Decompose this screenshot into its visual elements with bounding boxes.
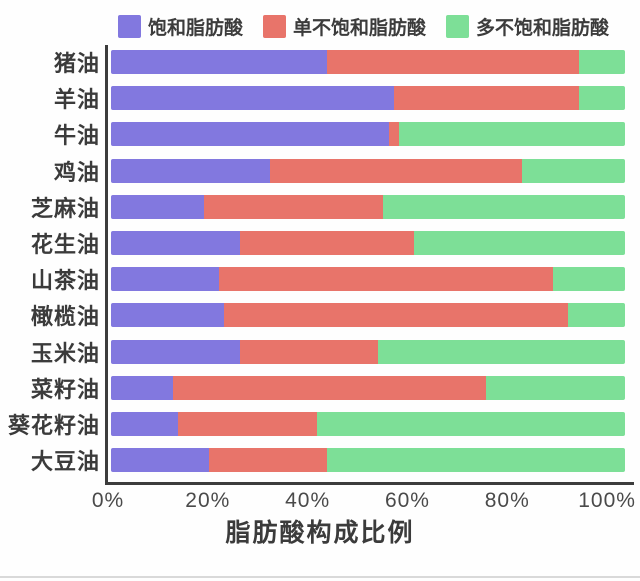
bar-row: 鸡油 bbox=[0, 153, 625, 189]
bar-row: 芝麻油 bbox=[0, 189, 625, 225]
bar-segment bbox=[111, 194, 204, 219]
bar-segment bbox=[218, 267, 554, 292]
stacked-bar bbox=[111, 267, 625, 292]
bar-segment bbox=[111, 375, 173, 400]
bar-row: 葵花籽油 bbox=[0, 406, 625, 442]
bar-segment bbox=[326, 50, 579, 75]
bar-segment bbox=[553, 267, 625, 292]
x-axis-line bbox=[105, 482, 634, 485]
bar-row: 菜籽油 bbox=[0, 370, 625, 406]
category-label: 橄榄油 bbox=[30, 304, 100, 330]
stacked-bar bbox=[111, 375, 625, 400]
category-label: 猪油 bbox=[53, 51, 100, 77]
x-axis-title: 脂肪酸构成比例 bbox=[225, 519, 415, 547]
category-label: 鸡油 bbox=[53, 159, 100, 185]
legend-swatch-icon bbox=[446, 15, 470, 38]
bar-segment bbox=[111, 122, 389, 147]
bar-segment bbox=[270, 158, 523, 183]
bar-row: 牛油 bbox=[0, 116, 625, 152]
bar-row: 橄榄油 bbox=[0, 297, 625, 333]
bar-segment bbox=[208, 448, 327, 473]
bar-segment bbox=[568, 303, 625, 328]
bar-row: 山茶油 bbox=[0, 261, 625, 297]
bar-rows: 猪油 羊油 牛油 鸡油 芝麻油 花生油 山茶油 bbox=[0, 44, 625, 478]
stacked-bar bbox=[111, 194, 625, 219]
bar-segment bbox=[578, 50, 625, 75]
legend-item: 多不饱和脂肪酸 bbox=[446, 13, 609, 40]
legend-item: 饱和脂肪酸 bbox=[118, 13, 243, 40]
stacked-bar bbox=[111, 50, 625, 75]
bar-segment bbox=[111, 158, 271, 183]
x-tick-label: 0% bbox=[91, 489, 125, 512]
bar-row: 玉米油 bbox=[0, 334, 625, 370]
bar-segment bbox=[326, 448, 625, 473]
legend-swatch-icon bbox=[118, 15, 141, 38]
bottom-divider bbox=[0, 576, 640, 578]
category-label: 山茶油 bbox=[30, 268, 100, 294]
bar-segment bbox=[316, 411, 625, 436]
category-label: 牛油 bbox=[53, 123, 100, 149]
category-label: 玉米油 bbox=[30, 340, 100, 366]
stacked-bar bbox=[111, 158, 625, 183]
bar-row: 猪油 bbox=[0, 44, 625, 80]
bar-segment bbox=[111, 339, 240, 364]
stacked-bar bbox=[111, 339, 625, 364]
category-label: 羊油 bbox=[53, 87, 100, 113]
legend-item: 单不饱和脂肪酸 bbox=[263, 13, 426, 40]
bar-segment bbox=[414, 231, 625, 256]
category-label: 芝麻油 bbox=[30, 195, 100, 221]
chart-legend: 饱和脂肪酸 单不饱和脂肪酸 多不饱和脂肪酸 bbox=[118, 13, 640, 40]
category-label: 花生油 bbox=[30, 232, 100, 258]
bar-segment bbox=[398, 122, 625, 147]
bar-segment bbox=[111, 86, 394, 111]
x-tick-label: 20% bbox=[185, 489, 231, 512]
bar-segment bbox=[172, 375, 487, 400]
x-tick-label: 80% bbox=[484, 489, 530, 512]
stacked-bar bbox=[111, 448, 625, 473]
bar-segment bbox=[111, 231, 240, 256]
stacked-bar bbox=[111, 86, 625, 111]
category-label: 大豆油 bbox=[30, 449, 100, 475]
stacked-bar bbox=[111, 303, 625, 328]
bar-row: 花生油 bbox=[0, 225, 625, 261]
bar-segment bbox=[578, 86, 625, 111]
legend-label: 单不饱和脂肪酸 bbox=[293, 18, 427, 39]
bar-row: 大豆油 bbox=[0, 442, 625, 478]
x-tick-label: 100% bbox=[578, 489, 636, 512]
bar-segment bbox=[177, 411, 317, 436]
stacked-bar bbox=[111, 411, 625, 436]
bar-segment bbox=[388, 122, 399, 147]
category-label: 菜籽油 bbox=[30, 376, 100, 402]
bar-segment bbox=[224, 303, 569, 328]
bar-segment bbox=[203, 194, 384, 219]
stacked-bar bbox=[111, 231, 625, 256]
bar-segment bbox=[111, 303, 225, 328]
category-label: 葵花籽油 bbox=[7, 412, 100, 438]
x-tick-label: 40% bbox=[285, 489, 331, 512]
bar-segment bbox=[522, 158, 625, 183]
x-axis-ticks: 0% 20% 40% 60% 80% 100% bbox=[92, 489, 635, 513]
bar-segment bbox=[111, 267, 219, 292]
bar-segment bbox=[111, 411, 178, 436]
legend-label: 多不饱和脂肪酸 bbox=[476, 18, 610, 39]
bar-row: 羊油 bbox=[0, 80, 625, 116]
y-axis-line bbox=[105, 45, 108, 485]
bar-segment bbox=[239, 231, 415, 256]
legend-swatch-icon bbox=[263, 15, 287, 38]
x-tick-label: 60% bbox=[384, 489, 430, 512]
bar-segment bbox=[393, 86, 579, 111]
bar-segment bbox=[111, 50, 327, 75]
bar-segment bbox=[486, 375, 625, 400]
stacked-bar bbox=[111, 122, 625, 147]
bar-segment bbox=[383, 194, 625, 219]
legend-label: 饱和脂肪酸 bbox=[148, 18, 244, 39]
bar-segment bbox=[239, 339, 379, 364]
bar-segment bbox=[378, 339, 625, 364]
bar-segment bbox=[111, 448, 209, 473]
